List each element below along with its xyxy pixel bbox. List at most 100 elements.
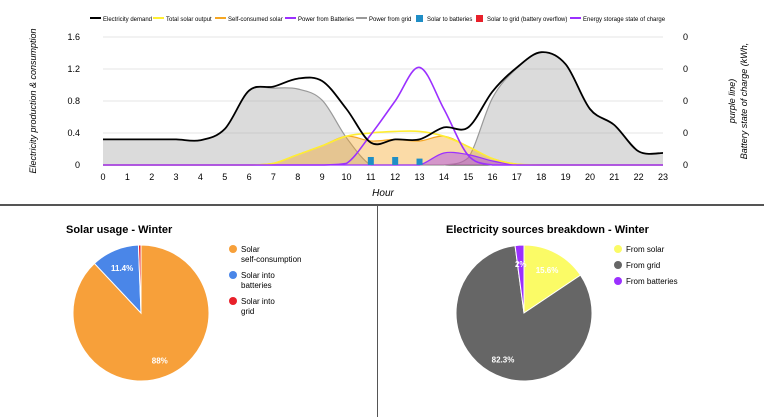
x-tick-label: 11 xyxy=(366,172,375,182)
x-tick-label: 20 xyxy=(585,172,595,182)
legend-label-solar-to-grid: Solar to grid (battery overflow) xyxy=(487,17,567,23)
pie-left-legend: Solar self-consumption Solar into batteries… xyxy=(229,245,301,316)
pie-slice-from-grid[interactable] xyxy=(455,245,593,382)
legend-swatch xyxy=(614,277,622,285)
x-tick-label: 23 xyxy=(658,172,668,182)
self-consumed-solar-area xyxy=(103,136,663,165)
legend-label-power-from-batteries: Power from Batteries xyxy=(298,17,354,23)
legend-item-from-batteries[interactable]: From batteries xyxy=(614,277,678,286)
energy-flow-chart: Electricity demand Total solar output Se… xyxy=(28,15,749,199)
pie-slice-from-batteries[interactable] xyxy=(514,244,525,314)
y2-tick-label: 0 xyxy=(683,32,688,42)
legend-label-total-solar-output: Total solar output xyxy=(166,17,212,23)
x-tick-label: 0 xyxy=(100,172,105,182)
legend-swatch xyxy=(229,271,237,279)
bar-series xyxy=(367,157,423,165)
pie-slice-value-label: 11.4% xyxy=(111,264,133,273)
pie-right-slices: 15.6% 82.3% 2% xyxy=(455,244,593,382)
legend-item-solar-into-grid[interactable]: Solar into grid xyxy=(229,297,275,316)
x-tick-label: 22 xyxy=(634,172,644,182)
x-tick-label: 8 xyxy=(295,172,300,182)
pie-right-legend: From solar From grid From batteries xyxy=(614,245,678,286)
x-tick-label: 2 xyxy=(149,172,154,182)
legend-swatch xyxy=(614,245,622,253)
y-axis-title: Electricity production & consumption xyxy=(28,28,38,173)
legend-item-power-from-batteries[interactable]: Power from Batteries xyxy=(285,17,354,23)
legend-label: Solar into batteries xyxy=(241,271,275,290)
axes: 0 00.4 00.8 01.2 01.6 00 1 2 3 4 5 6 7 8 9 10 11 12 13 14 15… xyxy=(67,32,688,182)
vertical-divider xyxy=(377,206,378,417)
legend-label: Solar self-consumption xyxy=(241,245,301,264)
pie-slice-from-solar[interactable] xyxy=(523,244,582,314)
x-tick-label: 10 xyxy=(341,172,351,182)
x-tick-label: 6 xyxy=(247,172,252,182)
x-tick-label: 19 xyxy=(561,172,571,182)
legend-label-energy-storage: Energy storage state of charge xyxy=(583,17,666,23)
y2-tick-label: 0 xyxy=(683,128,688,138)
y2-axis-title: purple line) Battery state of charge (kWh… xyxy=(727,43,749,160)
power-from-grid-area xyxy=(103,52,663,165)
legend-item-solar-to-grid[interactable]: Solar to grid (battery overflow) xyxy=(476,15,567,23)
pie-slice-value-label: 88% xyxy=(152,356,168,365)
y-tick-label: 0.4 xyxy=(67,128,80,138)
legend-item-electricity-demand[interactable]: Electricity demand xyxy=(90,17,152,23)
pie-right-title: Electricity sources breakdown - Winter xyxy=(446,224,650,236)
pie-slice-value-label: 82.3% xyxy=(492,355,515,364)
x-tick-label: 16 xyxy=(488,172,498,182)
legend-item-from-grid[interactable]: From grid xyxy=(614,261,660,270)
legend-label: Solar into grid xyxy=(241,297,275,316)
y-tick-label: 0.8 xyxy=(67,96,80,106)
legend-item-from-solar[interactable]: From solar xyxy=(614,245,665,254)
solar-to-batteries-bar xyxy=(416,158,423,165)
y2-tick-label: 0 xyxy=(683,96,688,106)
x-tick-label: 5 xyxy=(222,172,227,182)
legend-label-self-consumed-solar: Self-consumed solar xyxy=(228,17,283,23)
pie-slice-value-label: 15.6% xyxy=(536,266,559,275)
legend-swatch xyxy=(229,297,237,305)
legend-item-power-from-grid[interactable]: Power from grid xyxy=(356,17,411,23)
pie-left-slices: 88% 11.4% xyxy=(72,244,210,382)
legend-item-solar-to-batteries[interactable]: Solar to batteries xyxy=(416,15,472,23)
legend: Electricity demand Total solar output Se… xyxy=(90,15,666,23)
legend-label: From batteries xyxy=(626,277,678,286)
legend-swatch xyxy=(229,245,237,253)
x-tick-label: 9 xyxy=(320,172,325,182)
x-tick-label: 15 xyxy=(463,172,473,182)
x-tick-label: 21 xyxy=(609,172,619,182)
legend-item-energy-storage[interactable]: Energy storage state of charge xyxy=(570,17,666,23)
y2-tick-label: 0 xyxy=(683,64,688,74)
legend-label: From solar xyxy=(626,245,665,254)
x-tick-label: 18 xyxy=(536,172,546,182)
electricity-sources-pie-chart: Electricity sources breakdown - Winter 1… xyxy=(446,224,678,382)
electricity-demand-line xyxy=(103,51,664,155)
legend-swatch xyxy=(614,261,622,269)
legend-item-total-solar-output[interactable]: Total solar output xyxy=(153,17,212,23)
legend-item-solar-self-consumption[interactable]: Solar self-consumption xyxy=(229,245,301,264)
solar-to-batteries-bar xyxy=(367,157,374,165)
solar-to-batteries-bar xyxy=(392,157,399,165)
horizontal-divider xyxy=(0,204,764,206)
x-tick-label: 3 xyxy=(174,172,179,182)
legend-swatch-solar-to-grid xyxy=(476,15,483,22)
legend-item-self-consumed-solar[interactable]: Self-consumed solar xyxy=(215,17,283,23)
energy-storage-state-of-charge-line xyxy=(103,66,663,166)
line-series xyxy=(103,51,664,166)
y-tick-label: 1.2 xyxy=(67,64,80,74)
x-tick-label: 4 xyxy=(198,172,203,182)
legend-item-solar-into-batteries[interactable]: Solar into batteries xyxy=(229,271,275,290)
legend-label-electricity-demand: Electricity demand xyxy=(103,17,152,23)
x-tick-label: 13 xyxy=(415,172,425,182)
x-tick-label: 7 xyxy=(271,172,276,182)
y-tick-label: 1.6 xyxy=(67,32,80,42)
pie-slice-value-label: 2% xyxy=(515,260,527,269)
x-axis-title: Hour xyxy=(372,188,394,199)
legend-label-solar-to-batteries: Solar to batteries xyxy=(427,17,472,23)
legend-label-power-from-grid: Power from grid xyxy=(369,17,411,23)
pie-slice-solar-into-grid[interactable] xyxy=(137,244,142,314)
y-tick-label: 0 xyxy=(75,160,80,170)
x-tick-label: 1 xyxy=(125,172,130,182)
pie-left-title: Solar usage - Winter xyxy=(66,224,173,236)
legend-swatch-solar-to-batteries xyxy=(416,15,423,22)
x-tick-label: 17 xyxy=(512,172,522,182)
legend-label: From grid xyxy=(626,261,660,270)
